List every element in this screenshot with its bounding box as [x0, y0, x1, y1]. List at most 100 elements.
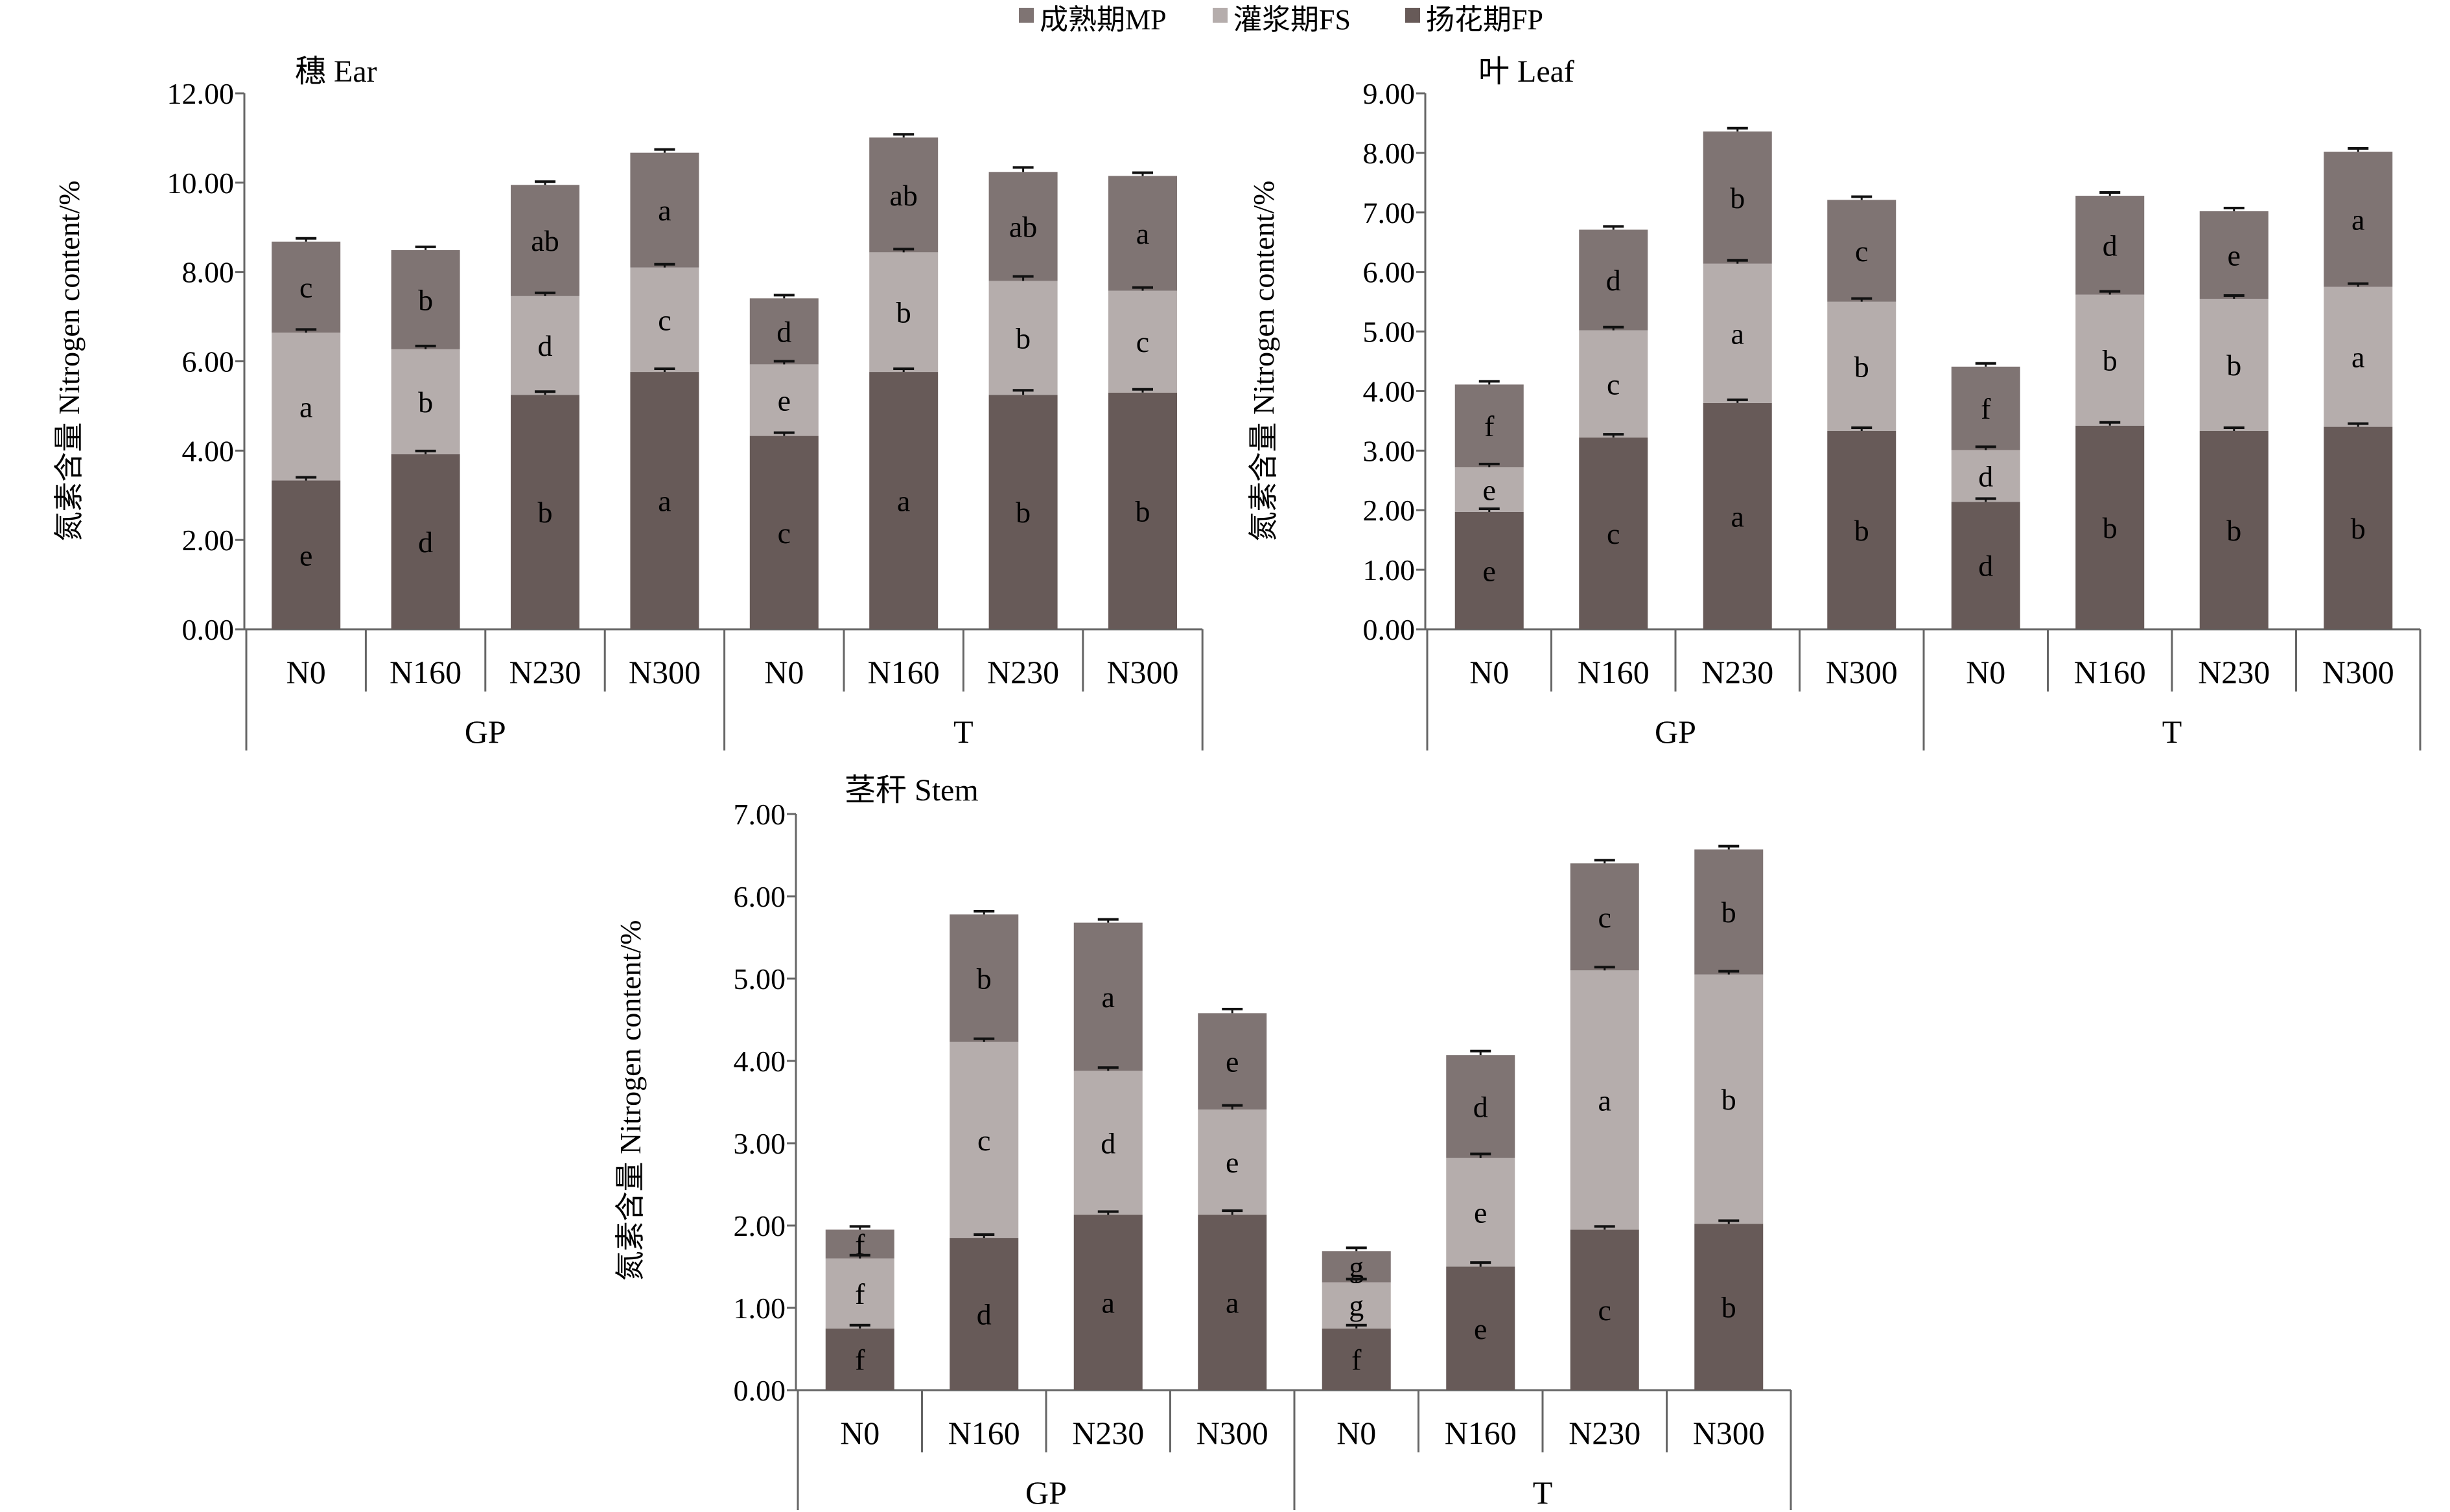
y-tick-label: 0.00 — [182, 613, 235, 646]
x-category-label: N160 — [390, 654, 461, 690]
significance-letter: d — [1978, 459, 1993, 493]
significance-letter: a — [299, 390, 312, 423]
significance-letter: d — [538, 329, 553, 362]
x-category-label: N160 — [1445, 1415, 1517, 1451]
x-category-label: N300 — [1106, 654, 1178, 690]
significance-letter: a — [658, 485, 671, 518]
legend-swatch-3 — [1405, 8, 1420, 23]
significance-letter: d — [776, 315, 791, 348]
significance-letter: a — [1136, 217, 1149, 250]
legend: 成熟期MP 灌浆期FS 扬花期FP — [1019, 4, 1543, 36]
bar-segment-fp — [272, 480, 341, 629]
y-tick-label: 4.00 — [1363, 375, 1416, 408]
bar-segment-fs — [1694, 974, 1764, 1224]
stacked-bar: b b ab — [988, 166, 1058, 629]
legend-swatch-1 — [1019, 8, 1034, 23]
significance-letter: a — [1598, 1084, 1611, 1117]
y-tick-label: 1.00 — [1363, 553, 1416, 587]
bar-segment-fs — [869, 252, 939, 373]
bar-segment-fs — [1198, 1109, 1267, 1215]
significance-letter: a — [2351, 341, 2364, 374]
significance-letter: c — [1607, 517, 1620, 550]
x-category-label: N300 — [2322, 654, 2394, 690]
significance-letter: e — [299, 539, 312, 572]
bar-segment-fp — [988, 395, 1058, 629]
y-tick-label: 2.00 — [182, 524, 235, 557]
stacked-bar: b a a — [2324, 147, 2393, 629]
x-group-label: T — [1533, 1474, 1553, 1511]
x-category-label: N160 — [868, 654, 940, 690]
bar-segment-mp — [391, 250, 460, 349]
significance-letter: f — [855, 1228, 865, 1261]
y-tick-label: 8.00 — [1363, 137, 1416, 170]
bar-segment-fp — [1446, 1266, 1515, 1390]
stacked-bar: e e d — [1446, 1049, 1515, 1390]
bar-segment-fp — [630, 372, 699, 629]
significance-letter: ab — [531, 224, 559, 257]
bar-segment-fp — [2075, 425, 2145, 629]
x-category-label: N230 — [1072, 1415, 1144, 1451]
bar-segment-fs — [988, 281, 1058, 395]
y-tick-label: 7.00 — [734, 798, 786, 831]
bar-segment-mp — [1108, 176, 1177, 291]
bar-segment-fp — [1073, 1215, 1143, 1390]
x-category-label: N300 — [1826, 654, 1898, 690]
x-category-label: N0 — [1966, 654, 2005, 690]
significance-letter: c — [1855, 235, 1868, 268]
bar-segment-fp — [1108, 392, 1177, 629]
significance-letter: a — [1226, 1286, 1239, 1320]
significance-letter: d — [2103, 229, 2118, 262]
bar-segment-fs — [2199, 299, 2269, 432]
significance-letter: d — [1606, 264, 1621, 297]
y-tick-label: 4.00 — [734, 1045, 786, 1078]
significance-letter: b — [1730, 181, 1745, 215]
x-category-label: N0 — [764, 654, 804, 690]
stacked-bar: b b c — [1827, 195, 1896, 629]
significance-letter: b — [418, 283, 433, 316]
bar-segment-mp — [1570, 863, 1639, 971]
bar-segment-mp — [511, 185, 579, 296]
significance-letter: b — [1721, 1083, 1736, 1116]
legend-swatch-2 — [1213, 8, 1228, 23]
significance-letter: a — [2351, 203, 2364, 236]
legend-label-3: 扬花期FP — [1426, 4, 1543, 36]
bar-segment-mp — [272, 241, 341, 333]
bar-segment-fs — [1827, 301, 1896, 432]
y-tick-label: 6.00 — [1363, 256, 1416, 289]
bar-segment-mp — [1703, 131, 1772, 264]
x-group-label: T — [953, 714, 974, 750]
significance-letter: b — [1854, 350, 1869, 383]
bar-segment-fs — [1570, 970, 1639, 1230]
bar-segment-mp — [1454, 384, 1524, 468]
x-group-label: GP — [1655, 714, 1696, 750]
stacked-bar: eef — [1454, 380, 1524, 629]
significance-letter: b — [977, 962, 992, 995]
y-tick-label: 2.00 — [734, 1209, 786, 1242]
x-category-label: N0 — [1336, 1415, 1376, 1451]
bar-segment-fp — [1951, 502, 2020, 629]
significance-letter: b — [2103, 344, 2118, 377]
bar-segment-mp — [1951, 366, 2020, 450]
stacked-bar: e a c — [272, 237, 341, 629]
bar-segment-fp — [869, 372, 939, 629]
x-category-label: N230 — [509, 654, 581, 690]
y-tick-label: 3.00 — [1363, 434, 1416, 467]
x-category-label: N160 — [948, 1415, 1020, 1451]
bar-segment-fs — [1454, 467, 1524, 512]
x-group-label: GP — [465, 714, 506, 750]
y-tick-label: 12.00 — [167, 77, 235, 110]
significance-letter: c — [658, 303, 671, 336]
stacked-bar: fff — [825, 1225, 894, 1390]
bar-segment-fp — [1198, 1215, 1267, 1390]
bar-segment-mp — [1322, 1251, 1391, 1283]
bar-segment-mp — [1694, 849, 1764, 975]
bar-segment-fp — [391, 454, 460, 629]
bar-segment-fp — [1579, 437, 1648, 629]
bar-segment-fp — [1694, 1224, 1764, 1390]
stacked-bar: c e d — [749, 294, 819, 629]
significance-letter: d — [1101, 1126, 1115, 1159]
bar-segment-fs — [511, 296, 579, 395]
bar-segment-mp — [2075, 196, 2145, 295]
